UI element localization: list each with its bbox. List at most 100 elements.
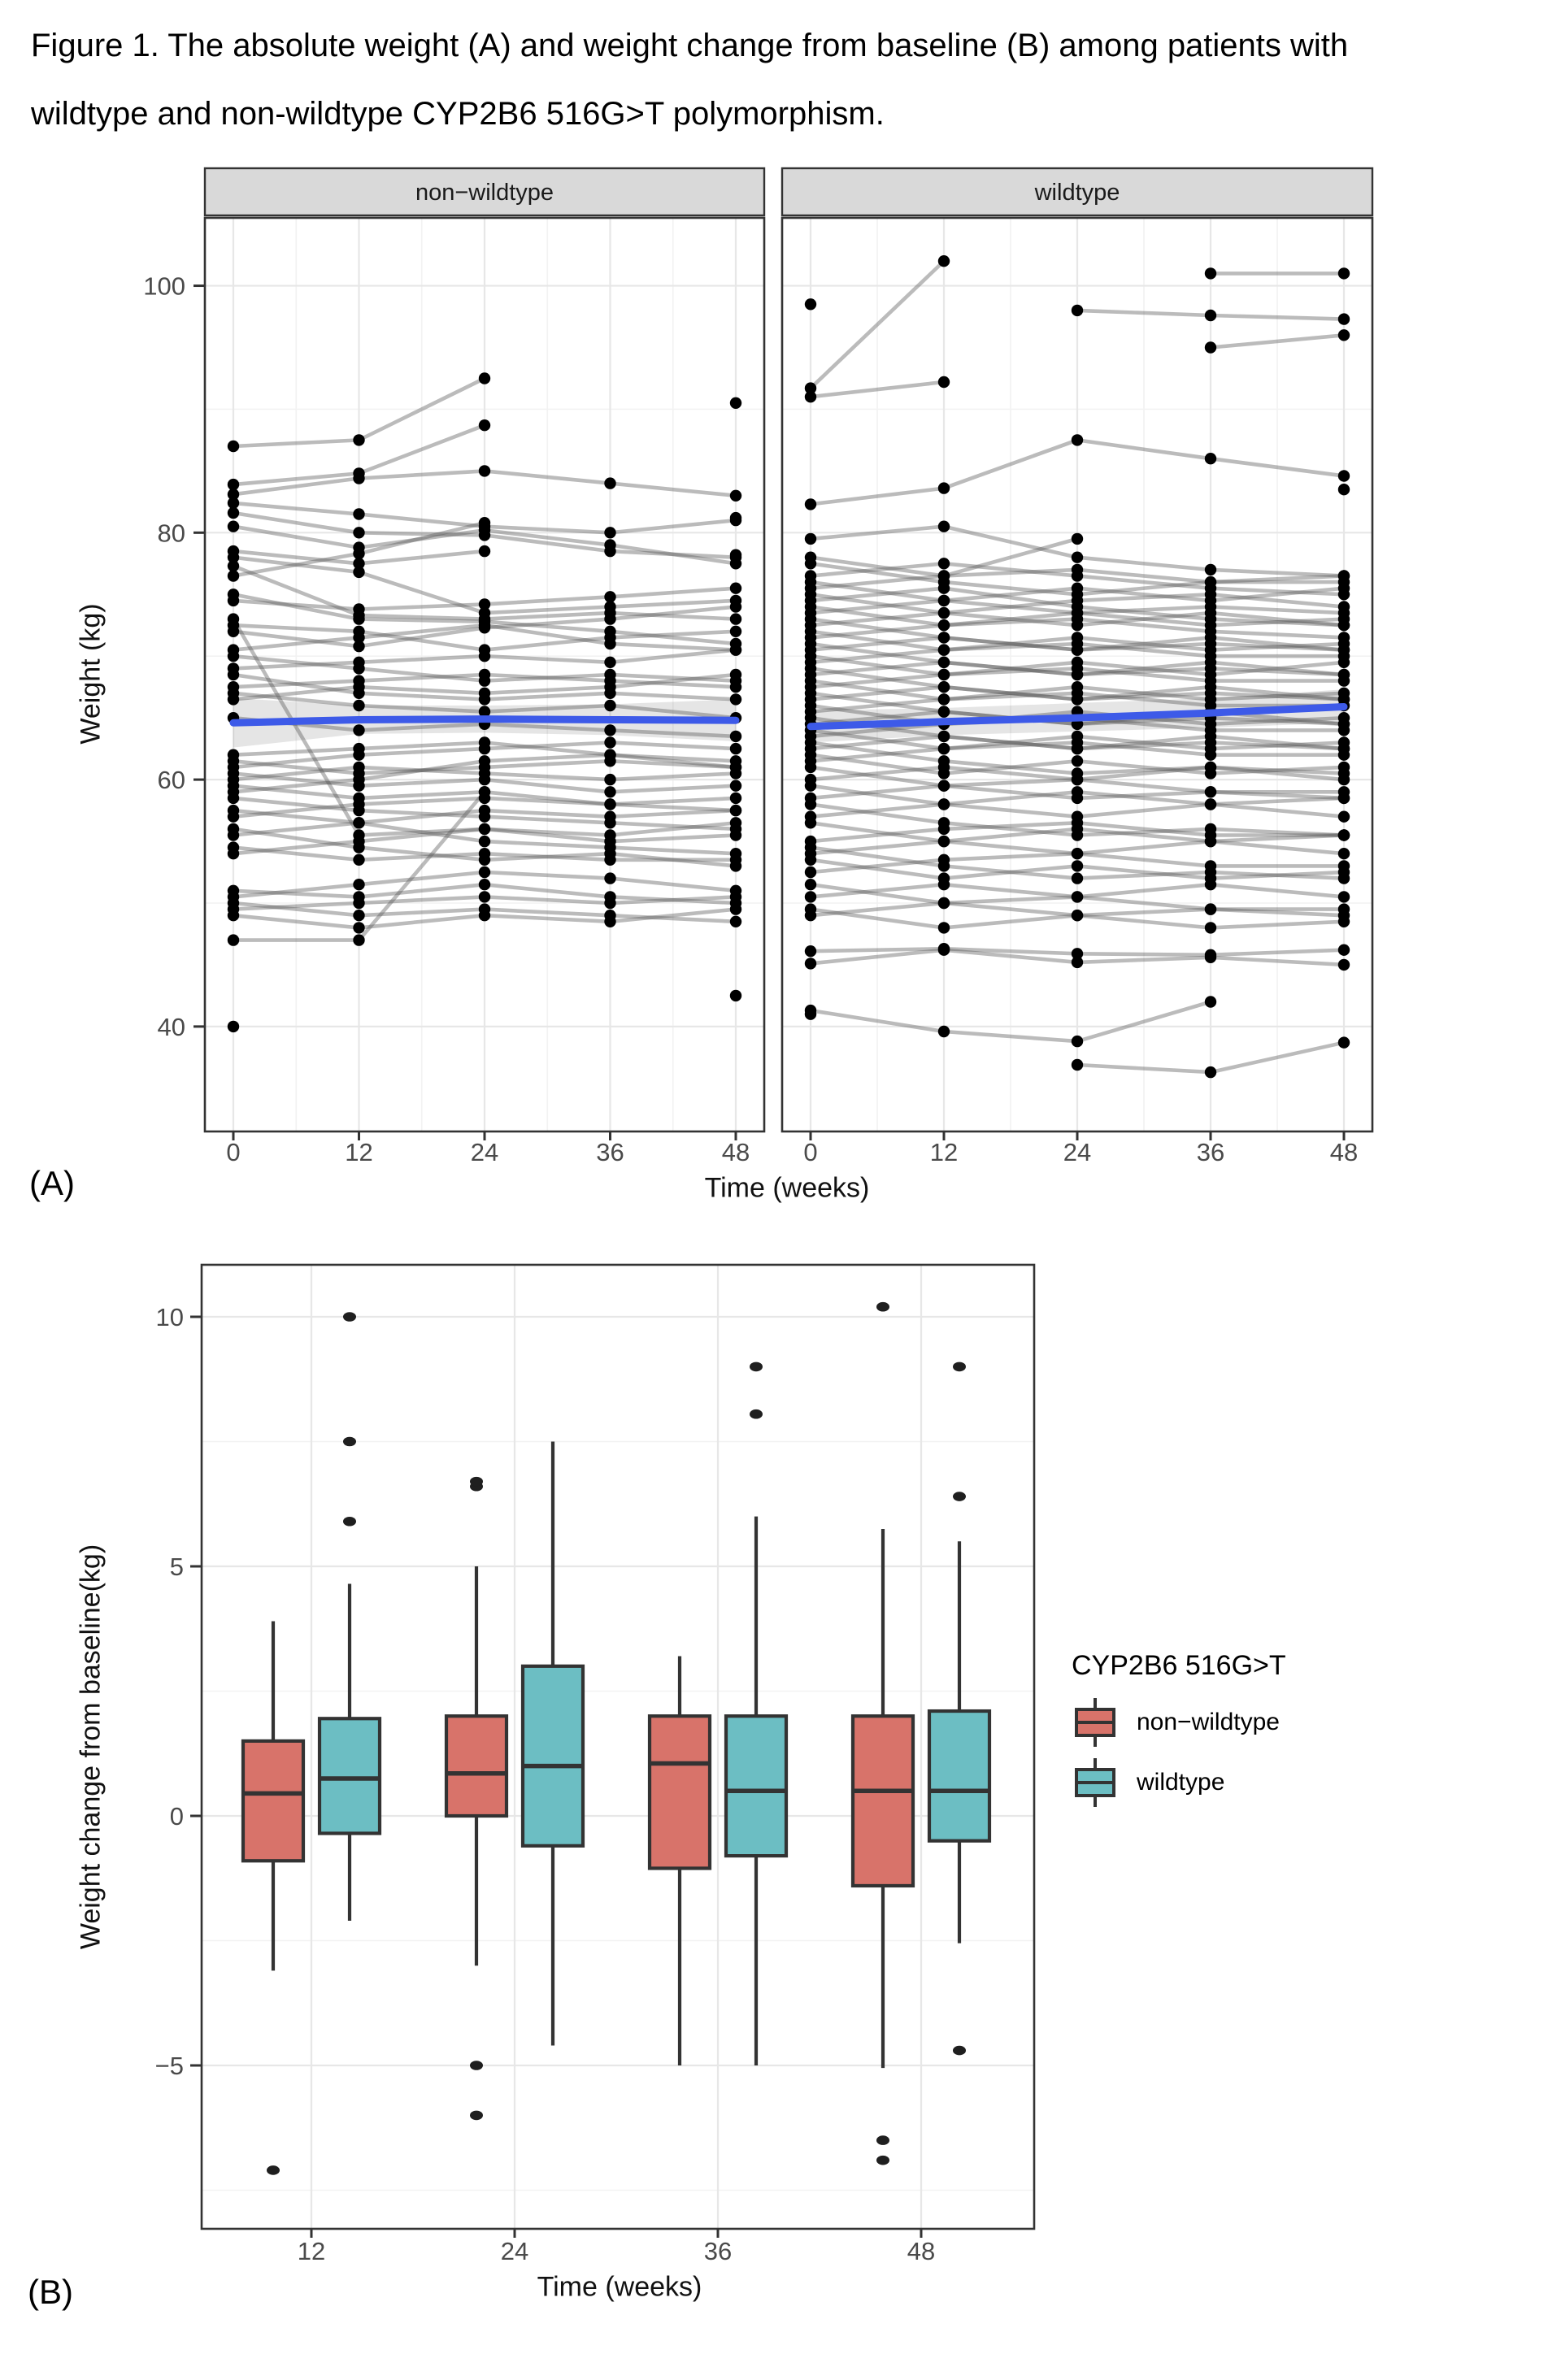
panel-a-y-axis-title: Weight (kg): [75, 603, 107, 745]
data-point: [729, 903, 742, 915]
data-point: [353, 879, 365, 891]
data-point: [937, 780, 950, 792]
subject-line: [810, 1000, 1211, 1044]
tick-label: 48: [907, 2237, 935, 2265]
outlier-point: [876, 2135, 889, 2145]
tick-label: 80: [158, 519, 185, 547]
data-point: [937, 761, 950, 774]
tick-label: 24: [1063, 1138, 1091, 1166]
data-point: [478, 804, 491, 817]
data-point: [729, 817, 742, 829]
data-point: [604, 477, 616, 489]
tick-label: −5: [155, 2052, 184, 2080]
data-point: [937, 681, 950, 693]
data-point: [478, 823, 491, 836]
data-point: [937, 835, 950, 848]
data-point: [1071, 860, 1084, 872]
data-point: [353, 835, 365, 848]
data-point: [937, 798, 950, 810]
data-point: [353, 547, 365, 560]
data-point: [729, 792, 742, 805]
box: [927, 1709, 992, 1843]
data-point: [937, 853, 950, 866]
legend-title: CYP2B6 516G>T: [1072, 1650, 1286, 1681]
data-point: [937, 255, 950, 267]
data-point: [353, 749, 365, 761]
data-point: [227, 829, 240, 841]
data-point: [729, 693, 742, 706]
data-point: [804, 798, 817, 810]
data-point: [353, 681, 365, 693]
data-point: [937, 582, 950, 594]
box: [520, 1664, 585, 1848]
tick-label: 48: [722, 1138, 750, 1166]
tick-label: 0: [803, 1138, 817, 1166]
data-point: [937, 1025, 950, 1038]
data-point: [1337, 470, 1350, 482]
data-point: [1071, 948, 1084, 960]
data-point: [604, 699, 616, 712]
data-point: [604, 786, 616, 798]
data-point: [729, 989, 742, 1002]
tick-label: 36: [1197, 1138, 1224, 1166]
data-point: [1204, 656, 1217, 668]
data-point: [604, 841, 616, 853]
tick-label: 36: [596, 1138, 624, 1166]
data-point: [1071, 848, 1084, 860]
data-point: [729, 681, 742, 693]
legend-label: wildtype: [1137, 1769, 1225, 1796]
data-point: [604, 539, 616, 551]
tick-label: 0: [226, 1138, 240, 1166]
facet-label: non−wildtype: [415, 180, 554, 206]
data-point: [478, 835, 491, 848]
data-point: [1337, 786, 1350, 798]
data-point: [1071, 582, 1084, 594]
tick-label: 24: [471, 1138, 498, 1166]
data-point: [353, 613, 365, 625]
outlier-point: [267, 2165, 280, 2175]
data-point: [478, 650, 491, 662]
data-point: [1071, 606, 1084, 619]
data-point: [353, 603, 365, 615]
data-point: [937, 922, 950, 934]
data-point: [937, 594, 950, 607]
data-point: [804, 866, 817, 879]
data-point: [353, 640, 365, 653]
data-point: [729, 397, 742, 409]
data-point: [1071, 563, 1084, 576]
data-point: [1071, 817, 1084, 829]
data-point: [729, 761, 742, 774]
data-point: [478, 767, 491, 780]
data-point: [729, 511, 742, 524]
data-point: [937, 520, 950, 532]
data-point: [478, 465, 491, 477]
data-point: [227, 1020, 240, 1033]
data-point: [729, 891, 742, 903]
data-point: [729, 601, 742, 613]
outlier-point: [343, 1312, 356, 1322]
data-point: [353, 558, 365, 570]
panel-a-tag: (A): [29, 1164, 75, 1202]
data-point: [1204, 563, 1217, 576]
data-point: [353, 897, 365, 910]
data-point: [804, 891, 817, 903]
panel-b-y-axis-title: Weight change from baseline(kg): [75, 1544, 107, 1950]
tick-label: 40: [158, 1013, 185, 1041]
outlier-point: [953, 1492, 966, 1501]
data-point: [937, 742, 950, 755]
mean-trend-line: [229, 715, 740, 727]
data-point: [1071, 532, 1084, 545]
data-point: [1204, 798, 1217, 810]
data-point: [1071, 304, 1084, 317]
data-point: [353, 934, 365, 946]
data-point: [804, 391, 817, 403]
tick-label: 60: [158, 766, 185, 794]
data-point: [729, 730, 742, 743]
data-point: [227, 551, 240, 563]
data-point: [729, 742, 742, 755]
data-point: [1204, 903, 1217, 915]
data-point: [478, 517, 491, 529]
data-point: [604, 613, 616, 625]
data-point: [478, 706, 491, 718]
caption-line-1: Figure 1. The absolute weight (A) and we…: [31, 28, 1349, 63]
